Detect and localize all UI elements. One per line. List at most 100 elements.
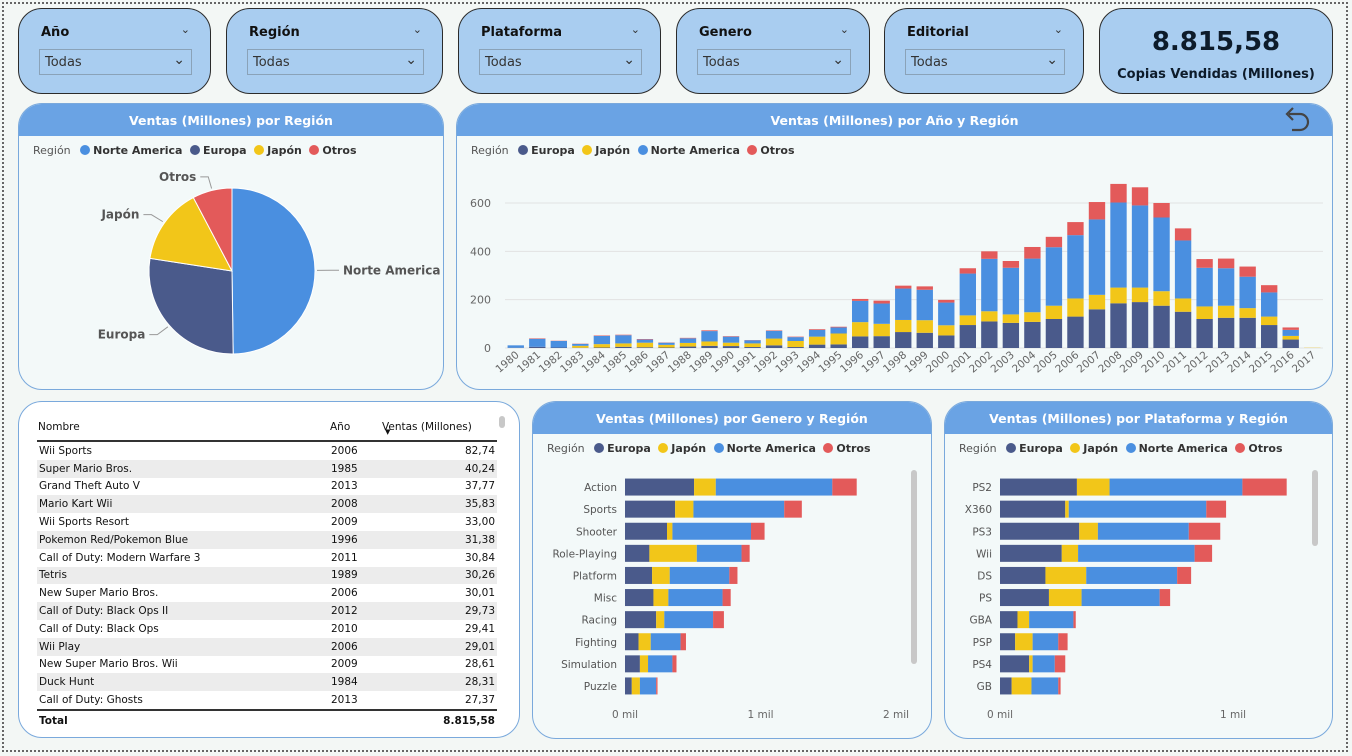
bar-1996-europa[interactable] bbox=[852, 336, 869, 348]
bar-2000-jap-n[interactable] bbox=[938, 325, 955, 336]
bar-2014-otros[interactable] bbox=[1239, 266, 1256, 277]
bar-2001-europa[interactable] bbox=[959, 325, 976, 348]
genre-bar-chart[interactable]: Action Sports Shooter Role-Playing Platform M… bbox=[533, 402, 931, 738]
table-row[interactable]: Call of Duty: Modern Warfare 3 2011 30,84 bbox=[37, 549, 497, 567]
bar-2009-norte-america[interactable] bbox=[1131, 205, 1149, 288]
chevron-down-icon[interactable]: ⌄ bbox=[623, 52, 635, 68]
bar-2016-jap-n[interactable] bbox=[1282, 335, 1299, 340]
bar-fighting-norte-america[interactable] bbox=[650, 633, 681, 651]
bar-2005-europa[interactable] bbox=[1045, 319, 1063, 348]
bar-racing-otros[interactable] bbox=[713, 611, 724, 629]
bar-wii-jap-n[interactable] bbox=[1061, 544, 1079, 562]
bar-gb-europa[interactable] bbox=[1000, 677, 1012, 695]
bar-ps2-otros[interactable] bbox=[1242, 478, 1287, 496]
table-row[interactable]: Super Mario Bros. 1985 40,24 bbox=[37, 459, 497, 478]
bar-1989-europa[interactable] bbox=[701, 345, 718, 348]
bar-1987-jap-n[interactable] bbox=[658, 344, 675, 348]
bar-1995-norte-america[interactable] bbox=[830, 327, 847, 334]
bar-2002-norte-america[interactable] bbox=[981, 258, 998, 312]
table-row[interactable]: Grand Theft Auto V 2013 37,77 bbox=[37, 478, 497, 496]
bar-puzzle-norte-america[interactable] bbox=[639, 677, 657, 695]
slicer-genre[interactable]: Genero ⌄ Todas ⌄ bbox=[676, 8, 870, 94]
bar-2013-otros[interactable] bbox=[1217, 258, 1235, 269]
chevron-down-icon[interactable]: ⌄ bbox=[405, 52, 417, 68]
bar-2003-jap-n[interactable] bbox=[1002, 314, 1020, 323]
bar-simulation-jap-n[interactable] bbox=[639, 655, 649, 673]
legend-item-norte-america[interactable]: Norte America bbox=[80, 144, 182, 157]
bar-1996-otros[interactable] bbox=[852, 298, 869, 301]
legend-item-japon[interactable]: Japón bbox=[658, 442, 706, 455]
bar-2006-norte-america[interactable] bbox=[1067, 235, 1084, 299]
bar-fighting-otros[interactable] bbox=[680, 633, 686, 651]
bar-1993-norte-america[interactable] bbox=[787, 337, 804, 341]
bar-1986-norte-america[interactable] bbox=[636, 339, 654, 343]
bar-2008-norte-america[interactable] bbox=[1110, 202, 1127, 288]
bar-simulation-norte-america[interactable] bbox=[648, 655, 673, 673]
pie-chart[interactable]: Norte America Europa Japón Otros bbox=[19, 104, 443, 389]
bar-1993-jap-n[interactable] bbox=[787, 340, 804, 348]
bar-1991-jap-n[interactable] bbox=[744, 343, 761, 348]
bar-2002-europa[interactable] bbox=[981, 321, 998, 348]
bar-2012-norte-america[interactable] bbox=[1196, 267, 1213, 307]
bar-1990-jap-n[interactable] bbox=[722, 342, 740, 347]
bar-2009-otros[interactable] bbox=[1131, 187, 1149, 206]
bar-misc-jap-n[interactable] bbox=[653, 589, 669, 607]
slicer-year[interactable]: Año ⌄ Todas ⌄ bbox=[18, 8, 211, 94]
bar-1993-europa[interactable] bbox=[787, 347, 804, 348]
table-scrollbar[interactable] bbox=[499, 416, 505, 428]
chevron-down-icon[interactable]: ⌄ bbox=[412, 23, 422, 36]
bar-1989-otros[interactable] bbox=[701, 330, 718, 332]
bar-2007-jap-n[interactable] bbox=[1088, 294, 1106, 310]
bar-1999-europa[interactable] bbox=[916, 332, 933, 348]
bar-role-playing-europa[interactable] bbox=[625, 544, 650, 562]
bar-2015-jap-n[interactable] bbox=[1261, 316, 1278, 326]
bar-1980-norte-america[interactable] bbox=[507, 345, 524, 348]
bar-ps2-jap-n[interactable] bbox=[1076, 478, 1110, 496]
bar-wii-europa[interactable] bbox=[1000, 544, 1062, 562]
bar-2010-europa[interactable] bbox=[1153, 305, 1170, 348]
bar-ds-norte-america[interactable] bbox=[1086, 566, 1178, 584]
bar-shooter-europa[interactable] bbox=[625, 522, 668, 540]
bar-1996-jap-n[interactable] bbox=[852, 322, 869, 337]
bar-2004-jap-n[interactable] bbox=[1024, 312, 1041, 322]
table-row[interactable]: Wii Sports Resort 2009 33,00 bbox=[37, 513, 497, 531]
slicer-dropdown[interactable]: Todas ⌄ bbox=[905, 49, 1065, 75]
bar-ps2-norte-america[interactable] bbox=[1109, 478, 1243, 496]
bar-gba-jap-n[interactable] bbox=[1017, 611, 1030, 629]
bar-2016-otros[interactable] bbox=[1282, 327, 1299, 330]
bar-2001-otros[interactable] bbox=[959, 268, 976, 274]
legend-item-europa[interactable]: Europa bbox=[594, 442, 651, 455]
bar-2014-europa[interactable] bbox=[1239, 317, 1256, 348]
bar-platform-europa[interactable] bbox=[625, 566, 653, 584]
bar-shooter-norte-america[interactable] bbox=[672, 522, 752, 540]
bar-1992-norte-america[interactable] bbox=[765, 330, 783, 339]
bar-1989-norte-america[interactable] bbox=[701, 331, 718, 342]
bar-sports-jap-n[interactable] bbox=[675, 500, 694, 518]
bar-2005-otros[interactable] bbox=[1045, 236, 1063, 248]
bar-1997-otros[interactable] bbox=[873, 300, 890, 304]
bar-2011-jap-n[interactable] bbox=[1174, 298, 1192, 312]
bar-2005-jap-n[interactable] bbox=[1045, 305, 1063, 319]
slicer-region[interactable]: Región ⌄ Todas ⌄ bbox=[226, 8, 443, 94]
bar-puzzle-jap-n[interactable] bbox=[631, 677, 640, 695]
bar-role-playing-jap-n[interactable] bbox=[649, 544, 697, 562]
bar-sports-otros[interactable] bbox=[784, 500, 802, 518]
bar-1981-norte-america[interactable] bbox=[529, 338, 546, 347]
bar-2008-otros[interactable] bbox=[1110, 183, 1127, 203]
bar-2014-norte-america[interactable] bbox=[1239, 276, 1256, 309]
bar-2007-norte-america[interactable] bbox=[1088, 219, 1106, 295]
bar-action-otros[interactable] bbox=[832, 478, 857, 496]
undo-icon[interactable] bbox=[1280, 102, 1314, 136]
col-header-name[interactable]: Nombre bbox=[37, 414, 329, 442]
bar-1988-norte-america[interactable] bbox=[679, 338, 697, 343]
bar-1998-jap-n[interactable] bbox=[895, 319, 912, 333]
legend-item-europa[interactable]: Europa bbox=[518, 144, 575, 157]
pie-slice-jap-n[interactable] bbox=[149, 196, 233, 272]
bar-1981-europa[interactable] bbox=[529, 346, 546, 348]
legend-item-japon[interactable]: Japón bbox=[582, 144, 630, 157]
bar-ps2-europa[interactable] bbox=[1000, 478, 1077, 496]
bar-gba-norte-america[interactable] bbox=[1029, 611, 1074, 629]
chevron-down-icon[interactable]: ⌄ bbox=[1046, 52, 1058, 68]
table-row[interactable]: Wii Sports 2006 82,74 bbox=[37, 441, 497, 460]
table-row[interactable]: Duck Hunt 1984 28,31 bbox=[37, 673, 497, 692]
